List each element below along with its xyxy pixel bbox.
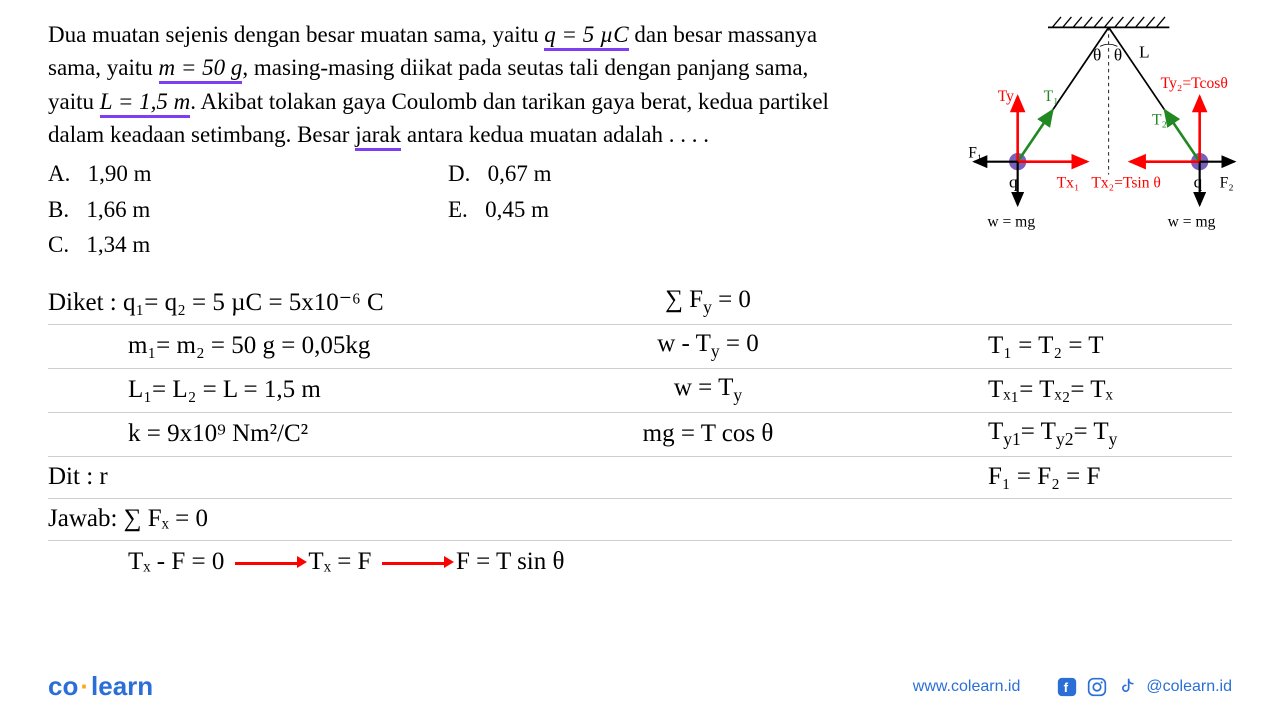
wty2-pre: w = T (674, 374, 733, 401)
l-line: L₁= L₂ = L = 1,5 m (48, 376, 528, 404)
option-a-val: 1,90 m (88, 161, 152, 186)
ty12-post: = T (1073, 418, 1108, 445)
q-line4-pre: dalam keadaan setimbang. Besar (48, 122, 355, 147)
dit: Dit : r (48, 463, 528, 491)
k-line: k = 9x10⁹ Nm²/C² (48, 420, 528, 448)
theta-r-label: θ (1114, 45, 1122, 64)
sum-fy: ∑ Fy = 0 (528, 286, 888, 318)
theta-l-label: θ (1093, 45, 1101, 64)
t1t2: T₁ = T₂ = T (888, 332, 1232, 360)
logo-dot-icon: · (80, 671, 89, 701)
jawab: Jawab: ∑ Fₓ = 0 (48, 505, 1232, 533)
q-line: q₁= q₂ = 5 µC = 5x10⁻⁶ C (123, 289, 384, 316)
wmg-r: w = mg (1168, 214, 1216, 231)
facebook-icon: f (1056, 676, 1078, 698)
option-e: E. 0,45 m (448, 193, 748, 226)
ty2-label: Ty₂=Tcosθ (1161, 75, 1228, 92)
tiktok-icon (1116, 676, 1138, 698)
wty-post: = 0 (720, 330, 759, 357)
t2-label: T₂ (1152, 111, 1167, 128)
jarak: jarak (355, 122, 401, 151)
tx2-label: Tx₂=Tsin θ (1091, 175, 1161, 192)
diket-label: Diket : (48, 289, 117, 316)
L-label: L (1139, 43, 1150, 62)
q-label-r: q (1194, 173, 1203, 192)
f2-label: F₂ (1220, 175, 1234, 192)
f1f2: F₁ = F₂ = F (888, 463, 1232, 491)
ty12-pre: T (988, 418, 1003, 445)
option-e-val: 0,45 m (485, 197, 549, 222)
q-line2-post: , masing-masing diikat pada seutas tali … (242, 55, 808, 80)
tx1-label: Tx₁ (1057, 175, 1080, 192)
q-line1-post: dan besar massanya (629, 22, 817, 47)
logo-co: co (48, 671, 78, 701)
q-line4-post: antara kedua muatan adalah . . . . (401, 122, 709, 147)
social-block: f @colearn.id (1056, 676, 1232, 698)
option-b: B. 1,66 m (48, 193, 448, 226)
social-handle: @colearn.id (1146, 678, 1232, 696)
m-line: m₁= m₂ = 50 g = 0,05kg (48, 332, 528, 360)
ty1-label: Ty₁ (998, 88, 1020, 105)
q-line3-pre: yaitu (48, 89, 100, 114)
arrow-1-icon (235, 548, 299, 576)
option-d-val: 0,67 m (488, 161, 552, 186)
option-d: D. 0,67 m (448, 157, 748, 190)
wty-pre: w - T (657, 330, 711, 357)
logo: co·learn (48, 671, 153, 702)
q-expr: q = 5 µC (544, 22, 628, 51)
option-a: A. 1,90 m (48, 157, 448, 190)
option-b-val: 1,66 m (86, 197, 150, 222)
work-area: Diket : q₁= q₂ = 5 µC = 5x10⁻⁶ C ∑ Fy = … (48, 281, 1232, 583)
mg-tcos: mg = T cos θ (528, 420, 888, 448)
txf: Tₓ - F = 0 (128, 548, 224, 575)
tx1tx2: Tₓ₁= Tₓ₂= Tₓ (888, 376, 1232, 404)
wmg-l: w = mg (987, 214, 1035, 231)
q-line2-pre: sama, yaitu (48, 55, 159, 80)
w-ty: w - Ty = 0 (528, 330, 888, 362)
m-expr: m = 50 g (159, 55, 243, 84)
txf2: Tₓ = F (308, 548, 371, 575)
question-text: Dua muatan sejenis dengan besar muatan s… (48, 18, 898, 151)
diket-q: Diket : q₁= q₂ = 5 µC = 5x10⁻⁶ C (48, 287, 528, 317)
footer: co·learn www.colearn.id f @colearn.id (0, 671, 1280, 702)
instagram-icon (1086, 676, 1108, 698)
option-c: C. 1,34 m (48, 228, 448, 261)
q-line3-post: . Akibat tolakan gaya Coulomb dan tarika… (190, 89, 829, 114)
q-line1-pre: Dua muatan sejenis dengan besar muatan s… (48, 22, 544, 47)
force-diagram: θ θ L T₁ T₂ Ty₁ Ty₂=Tcosθ Tx₁ Tx₂=Tsin θ… (940, 10, 1260, 270)
w-eq-ty: w = Ty (528, 374, 888, 406)
ty1ty2: Ty1= Ty2= Ty (888, 418, 1232, 450)
t1-label: T₁ (1044, 88, 1059, 105)
ty12-mid: = T (1021, 418, 1056, 445)
tx-f-line: Tₓ - F = 0 Tₓ = F F = T sin θ (48, 548, 564, 576)
svg-text:f: f (1064, 680, 1069, 695)
footer-url: www.colearn.id (913, 678, 1021, 696)
l-expr: L = 1,5 m (100, 89, 191, 118)
f1-label: F₁ (968, 144, 982, 161)
logo-learn: learn (91, 671, 153, 701)
arrow-2-icon (382, 548, 446, 576)
option-c-val: 1,34 m (86, 232, 150, 257)
fts: F = T sin θ (456, 548, 565, 575)
